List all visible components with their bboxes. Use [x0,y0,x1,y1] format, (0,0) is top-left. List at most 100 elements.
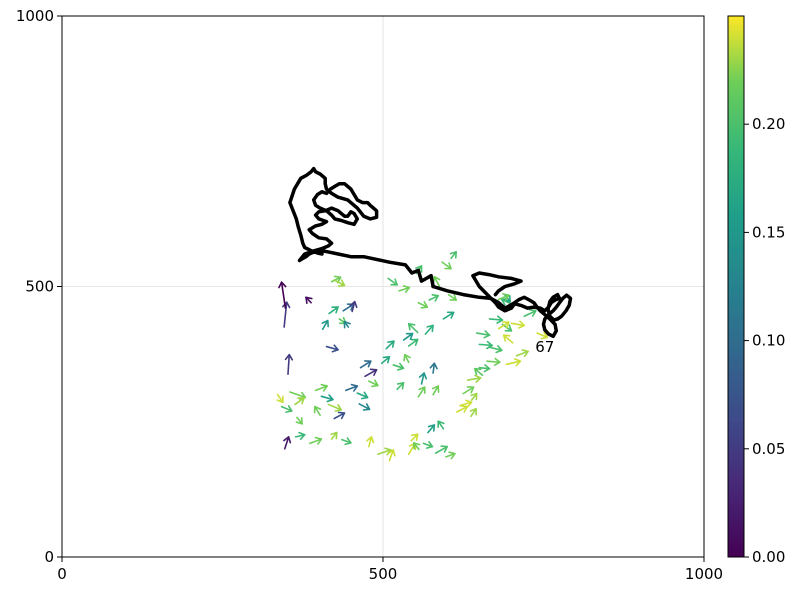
quiver-arrow [475,330,491,339]
arrow-head [297,397,305,405]
arrow-shaft [475,332,491,336]
arrow-head [313,405,322,414]
arrow-shaft [432,385,440,396]
y-tick-label: 500 [25,278,54,296]
arrow-head [410,338,419,346]
arrow-head [449,293,457,301]
arrow-head [349,300,358,309]
x-axis: 0 500 1000 [57,557,723,583]
arrow-shaft [417,386,426,398]
arrow-head [420,301,429,309]
quiver-arrow [417,301,429,309]
arrow-shaft [283,301,288,328]
arrow-head [410,433,419,441]
quiver-arrow [442,311,455,320]
arrow-head [502,321,510,329]
arrow-head [364,360,372,368]
arrow-head [502,334,511,342]
arrow-shaft [488,318,504,321]
quiver-arrow [295,416,303,425]
quiver-arrow [427,424,436,434]
arrow-head [483,330,491,339]
arrow-head [432,275,441,284]
arrow-shaft [407,338,419,347]
arrow-head [449,251,457,259]
quiver-arrow [321,319,329,331]
quiver-arrow [327,403,343,412]
arrow-head [371,379,379,388]
arrow-head [295,417,303,425]
quiver-arrow [441,261,452,270]
arrow-shaft [497,294,510,301]
arrow-shaft [497,321,510,330]
arrow-head [397,362,405,371]
arrow-shaft [294,397,305,406]
arrow-shaft [474,367,484,377]
arrow-shaft [434,445,449,454]
quiver-arrow [478,340,493,350]
arrow-head [521,349,529,358]
arrow-head [425,440,434,449]
quiver-arrow [497,293,510,302]
quiver-arrow [422,440,434,449]
quiver-arrow [330,431,338,440]
y-tick-label: 0 [44,548,54,566]
quiver-arrow [358,403,371,411]
arrow-head [366,436,375,444]
arrow-shaft [470,407,477,418]
arrow-head [343,320,351,329]
arrow-shaft [333,412,346,420]
arrow-shaft [502,334,514,344]
x-tick-label: 500 [369,565,398,583]
arrow-shaft [358,403,371,411]
quiver-arrow [283,436,292,450]
arrow-head [276,395,284,404]
arrow-head [495,345,503,354]
arrow-head [402,285,411,294]
arrow-shaft [462,386,475,395]
arrow-head [446,311,455,319]
arrow-head [331,306,339,314]
arrow-shaft [410,433,419,442]
arrow-shaft [385,340,395,350]
arrow-shaft [330,276,342,283]
quiver-arrow [333,279,346,287]
arrow-head [344,437,352,446]
arrow-shaft [422,442,434,448]
quiver-arrow [330,275,342,284]
arrow-head [469,407,477,416]
arrow-head [470,392,478,401]
arrow-shaft [456,405,468,413]
arrow-head [403,353,411,362]
trajectory-path-tail [431,271,573,339]
quiver-arrow [536,331,549,340]
quiver-arrow [469,407,477,418]
arrow-head [474,367,482,376]
arrow-head [337,411,346,420]
arrow-shaft [287,353,291,375]
trajectory-path [288,166,435,289]
arrow-head [337,279,346,287]
quiver-arrow [459,399,473,408]
arrow-shaft [510,322,526,327]
quiver-arrow [428,293,440,302]
quiver-arrow [407,338,419,347]
arrow-shaft [442,311,455,320]
arrow-shaft [325,345,339,351]
arrow-shaft [392,364,405,369]
arrow-shaft [368,380,379,387]
arrow-shaft [333,279,346,287]
arrow-shaft [398,286,411,292]
colorbar-tick-label: 0.20 [752,115,785,133]
arrow-head [387,340,395,348]
arrow-head [426,324,434,333]
arrow-shaft [280,405,293,412]
arrow-shaft [314,405,321,417]
arrow-shaft [314,385,328,392]
arrow-head [284,353,294,361]
arrow-head [474,374,482,383]
arrow-shaft [328,306,339,315]
quiver-arrow [505,358,522,367]
arrow-shaft [344,385,359,392]
